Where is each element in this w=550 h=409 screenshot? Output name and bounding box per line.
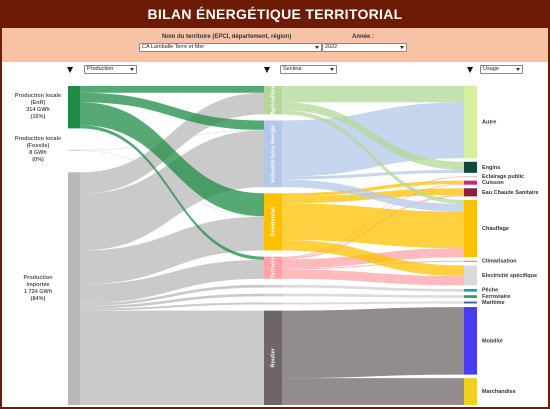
- flow: [80, 293, 264, 309]
- flow: [282, 307, 464, 379]
- node: [264, 310, 282, 405]
- node: [464, 161, 477, 173]
- source-label: Production locale (Fossile) 8 GWh (0%): [12, 136, 64, 164]
- node: [464, 180, 477, 185]
- filter-panel: Nom du territoire (EPCI, département, ré…: [2, 28, 548, 62]
- flow: [282, 293, 464, 298]
- flow: [80, 310, 264, 405]
- flow: [80, 130, 264, 251]
- node: [464, 301, 477, 304]
- usage-label: Cuisson: [482, 180, 504, 186]
- node: [264, 302, 282, 305]
- source-share: (0%): [32, 157, 44, 164]
- node: [264, 86, 282, 115]
- node: [464, 176, 477, 178]
- source-name: Production locale (EnR): [14, 93, 62, 107]
- usage-label: Eau Chaude Sanitaire: [482, 190, 539, 196]
- flow: [80, 284, 264, 306]
- flow: [282, 301, 464, 305]
- node: [464, 378, 477, 405]
- production-select[interactable]: Production: [84, 65, 137, 74]
- node: [464, 288, 477, 292]
- node: [464, 188, 477, 197]
- flow: [282, 269, 464, 286]
- sector-label: Industrie hors énergie: [270, 125, 276, 183]
- sector-label: Agriculture: [270, 86, 276, 115]
- flow: [80, 259, 264, 304]
- sector-label: Résidentiel: [270, 207, 276, 237]
- node: [464, 307, 477, 375]
- node: [464, 86, 477, 159]
- source-label: Production locale (EnR) 314 GWh (15%): [12, 93, 64, 121]
- node: [264, 256, 282, 279]
- source-name: Production locale (Fossile): [14, 136, 62, 150]
- usage-label: Ferroviaire: [482, 294, 510, 300]
- sector-label: Tertiaire: [270, 257, 276, 278]
- flow: [80, 102, 264, 217]
- flow: [80, 302, 264, 311]
- page-title: BILAN ÉNERGÉTIQUE TERRITORIAL: [2, 0, 548, 28]
- flow: [282, 86, 464, 103]
- node: [464, 260, 477, 262]
- flow: [282, 284, 464, 292]
- usage-label: Mobilité: [482, 338, 503, 344]
- node: [464, 295, 477, 298]
- usage-label: Marchandise: [482, 389, 516, 395]
- territory-select[interactable]: CA Lamballe Terre et Mer: [139, 43, 322, 52]
- territory-label: Nom du territoire (EPCI, département, ré…: [162, 34, 292, 40]
- source-share: (84%): [30, 295, 46, 302]
- usage-select[interactable]: Usage: [480, 65, 523, 74]
- year-select[interactable]: 2022: [322, 43, 407, 52]
- usage-label: Electricité spécifique: [482, 273, 537, 279]
- flow: [282, 260, 464, 270]
- usage-label: Chauffage: [482, 226, 509, 232]
- sector-select[interactable]: Secteur: [280, 65, 337, 74]
- flow: [80, 129, 264, 151]
- usage-label: Pêche: [482, 288, 498, 294]
- node: [68, 149, 80, 151]
- usage-label: Maritime: [482, 300, 505, 306]
- node: [464, 265, 477, 286]
- sector-label: Routier: [270, 347, 276, 367]
- source-label: Production importée 1 724 GWh (84%): [12, 275, 64, 303]
- node: [264, 120, 282, 188]
- usage-label: Autre: [482, 120, 496, 126]
- node: [264, 284, 282, 288]
- source-value: 1 724 GWh: [23, 288, 53, 295]
- node: [264, 293, 282, 297]
- dropdown-arrow: [467, 67, 473, 73]
- node: [464, 199, 477, 258]
- flow: [282, 378, 464, 405]
- flow: [282, 239, 464, 277]
- dropdown-arrow: [264, 67, 270, 73]
- flow: [80, 150, 264, 217]
- source-name: Production importée: [23, 274, 53, 288]
- flow: [80, 86, 264, 93]
- flow: [80, 216, 264, 285]
- flow: [80, 92, 264, 130]
- node: [68, 172, 80, 405]
- usage-label: Eclairage public: [482, 174, 524, 180]
- usage-label: Engins: [482, 165, 500, 171]
- source-share: (15%): [30, 114, 46, 121]
- source-value: 8 GWh: [29, 150, 47, 157]
- flow: [282, 110, 464, 204]
- flow: [282, 180, 464, 197]
- flow: [80, 125, 264, 260]
- dropdown-arrow: [67, 67, 73, 73]
- node: [68, 86, 80, 129]
- node: [264, 193, 282, 251]
- flow: [282, 179, 464, 212]
- usage-label: Climatisation: [482, 259, 517, 265]
- flow: [282, 169, 464, 180]
- year-label: Année :: [352, 34, 375, 40]
- flow: [282, 102, 464, 170]
- flow: [282, 203, 464, 249]
- source-value: 314 GWh: [26, 107, 50, 114]
